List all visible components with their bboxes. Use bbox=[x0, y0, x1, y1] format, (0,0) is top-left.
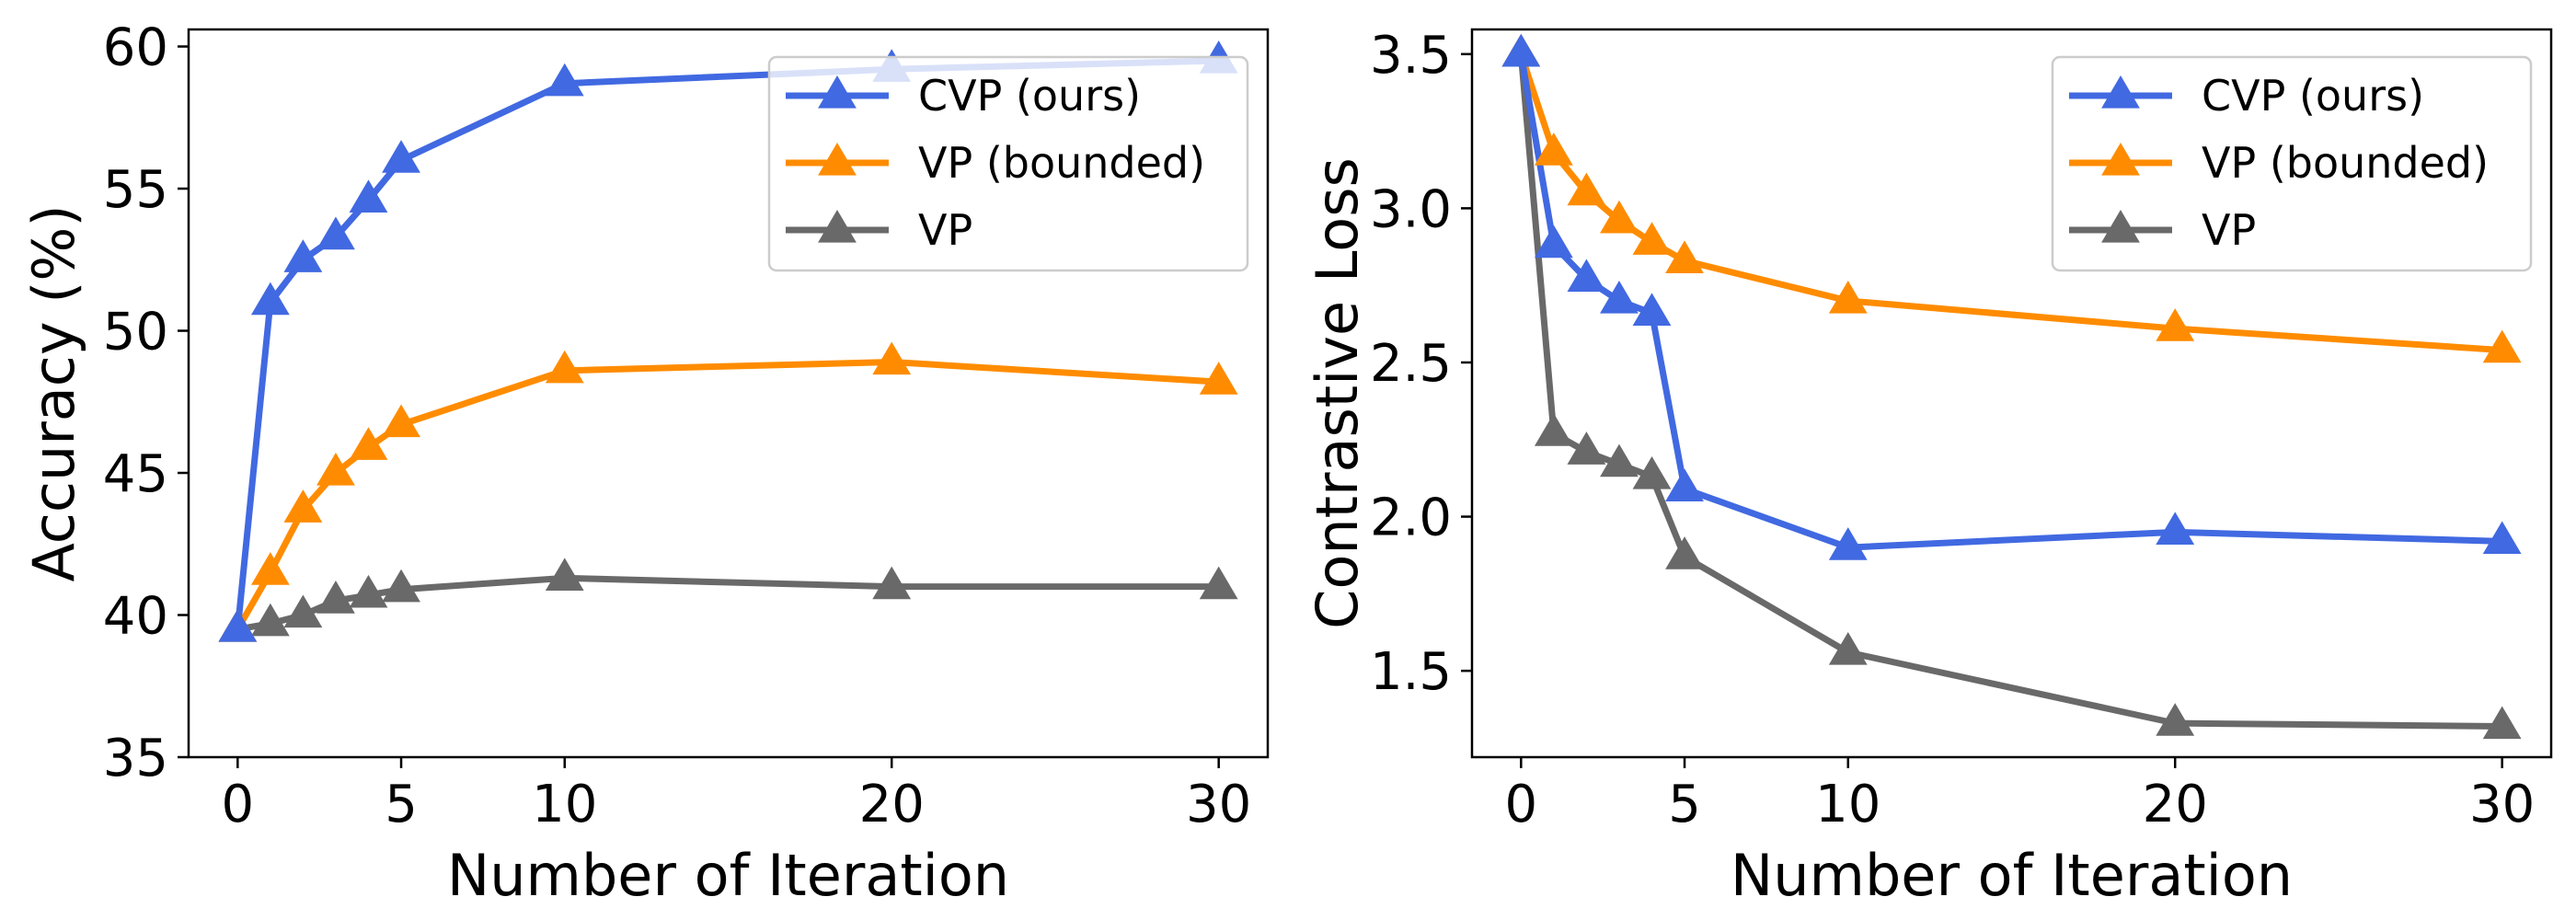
y-tick-label: 3.5 bbox=[1370, 26, 1452, 86]
data-point-marker bbox=[316, 216, 355, 250]
legend-label: VP (bounded) bbox=[2202, 138, 2489, 188]
legend-label: VP bbox=[2202, 205, 2256, 255]
data-point-marker bbox=[1199, 566, 1238, 600]
legend-label: CVP (ours) bbox=[918, 71, 1141, 121]
data-point-marker bbox=[545, 63, 584, 97]
x-tick-label: 5 bbox=[1668, 775, 1701, 834]
data-point-marker bbox=[1567, 259, 1606, 293]
data-point-marker bbox=[250, 603, 290, 637]
data-point-marker bbox=[1632, 222, 1672, 255]
chart-panel-1: 0 5 10 20 30 35 40 45 50 55 60 Number of Iteration A… bbox=[20, 18, 1270, 909]
x-tick-label: 0 bbox=[1504, 775, 1537, 834]
legend-swatch-marker bbox=[818, 75, 857, 109]
y-tick-label: 45 bbox=[103, 444, 168, 504]
plot-area-frame bbox=[187, 28, 1270, 759]
y-tick-label: 1.5 bbox=[1370, 642, 1452, 702]
data-point-marker bbox=[1199, 362, 1238, 395]
data-point-marker bbox=[872, 566, 912, 600]
x-tick-label: 20 bbox=[859, 775, 925, 834]
x-tick-label: 5 bbox=[385, 775, 418, 834]
x-tick-label: 10 bbox=[532, 775, 597, 834]
data-point-marker bbox=[1665, 536, 1704, 569]
data-point-marker bbox=[1828, 280, 1868, 314]
data-point-marker bbox=[2482, 706, 2522, 740]
y-tick-label: 40 bbox=[103, 587, 168, 647]
data-point-marker bbox=[218, 608, 258, 642]
legend-swatch-marker bbox=[2101, 143, 2140, 176]
y-tick-label: 2.5 bbox=[1370, 334, 1452, 394]
data-point-marker bbox=[1828, 527, 1868, 560]
y-tick-label: 2.0 bbox=[1370, 489, 1452, 548]
data-point-marker bbox=[1600, 200, 1639, 234]
legend: CVP (ours) VP (bounded) VP bbox=[767, 55, 1249, 272]
x-tick-label: 10 bbox=[1815, 775, 1880, 834]
x-axis-label: Number of Iteration bbox=[447, 842, 1009, 909]
legend-label: CVP (ours) bbox=[2202, 71, 2424, 121]
data-point-marker bbox=[382, 140, 420, 173]
legend-swatch-marker bbox=[2101, 75, 2140, 109]
data-point-marker bbox=[1534, 132, 1573, 166]
data-point-marker bbox=[1600, 443, 1639, 477]
data-point-marker bbox=[349, 179, 388, 213]
data-point-marker bbox=[283, 489, 323, 523]
data-point-marker bbox=[872, 341, 912, 375]
data-point-marker bbox=[349, 574, 388, 608]
data-point-marker bbox=[2482, 521, 2522, 555]
legend-label: VP bbox=[918, 205, 972, 255]
data-point-marker bbox=[316, 581, 355, 614]
data-point-marker bbox=[1534, 413, 1573, 446]
data-point-marker bbox=[2156, 512, 2195, 545]
data-point-marker bbox=[545, 558, 584, 591]
y-tick-label: 60 bbox=[103, 18, 168, 78]
legend-swatch-marker bbox=[818, 143, 857, 176]
y-tick-label: 3.0 bbox=[1370, 179, 1452, 239]
chart-panel-2: 0 5 10 20 30 1.5 2.0 2.5 3.0 3.5 Number of Iterati… bbox=[1304, 26, 2553, 909]
data-point-marker bbox=[2482, 329, 2522, 363]
data-point-marker bbox=[316, 453, 355, 486]
x-axis-label: Number of Iteration bbox=[1731, 842, 2293, 909]
data-point-marker bbox=[250, 552, 290, 585]
legend-frame bbox=[2051, 55, 2533, 272]
data-point-marker bbox=[349, 427, 388, 460]
y-tick-label: 55 bbox=[103, 160, 168, 220]
data-point-marker bbox=[1828, 632, 1868, 665]
x-tick-label: 0 bbox=[221, 775, 254, 834]
data-point-marker bbox=[2156, 308, 2195, 341]
x-tick-label: 20 bbox=[2143, 775, 2208, 834]
legend-label: VP (bounded) bbox=[918, 138, 1205, 188]
data-point-marker bbox=[1665, 468, 1704, 502]
data-point-marker bbox=[1600, 280, 1639, 314]
data-point-marker bbox=[1567, 431, 1606, 465]
x-tick-label: 30 bbox=[1186, 775, 1251, 834]
plot-area-frame bbox=[1470, 28, 2553, 759]
y-axis-label: Contrastive Loss bbox=[1304, 157, 1371, 629]
y-tick-label: 50 bbox=[103, 303, 168, 362]
data-point-marker bbox=[1665, 240, 1704, 274]
data-point-marker bbox=[283, 594, 323, 628]
x-tick-label: 30 bbox=[2469, 775, 2535, 834]
legend-swatch-marker bbox=[818, 210, 857, 243]
legend-frame bbox=[767, 55, 1249, 272]
legend-swatch-marker bbox=[2101, 210, 2140, 243]
data-point-marker bbox=[1632, 455, 1672, 489]
y-axis-label: Accuracy (%) bbox=[20, 204, 87, 581]
data-point-marker bbox=[250, 282, 290, 316]
data-point-marker bbox=[545, 350, 584, 384]
data-point-marker bbox=[1501, 33, 1541, 67]
data-point-marker bbox=[283, 239, 323, 272]
data-point-marker bbox=[1567, 172, 1606, 206]
data-point-marker bbox=[2156, 703, 2195, 736]
legend: CVP (ours) VP (bounded) VP bbox=[2051, 55, 2533, 272]
data-point-marker bbox=[1632, 293, 1672, 326]
data-point-marker bbox=[1534, 224, 1573, 259]
y-tick-label: 35 bbox=[103, 729, 168, 788]
data-point-marker bbox=[382, 569, 420, 603]
data-point-marker bbox=[382, 404, 420, 438]
